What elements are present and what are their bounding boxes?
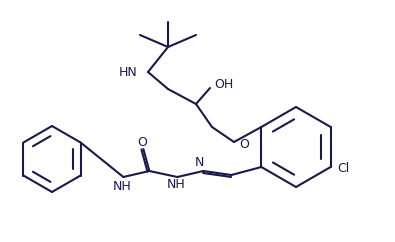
Text: NH: NH	[113, 180, 132, 192]
Text: O: O	[239, 138, 249, 151]
Text: O: O	[137, 136, 147, 149]
Text: Cl: Cl	[338, 162, 350, 175]
Text: NH: NH	[167, 179, 186, 191]
Text: HN: HN	[119, 66, 138, 78]
Text: OH: OH	[214, 77, 233, 91]
Text: N: N	[195, 157, 204, 169]
